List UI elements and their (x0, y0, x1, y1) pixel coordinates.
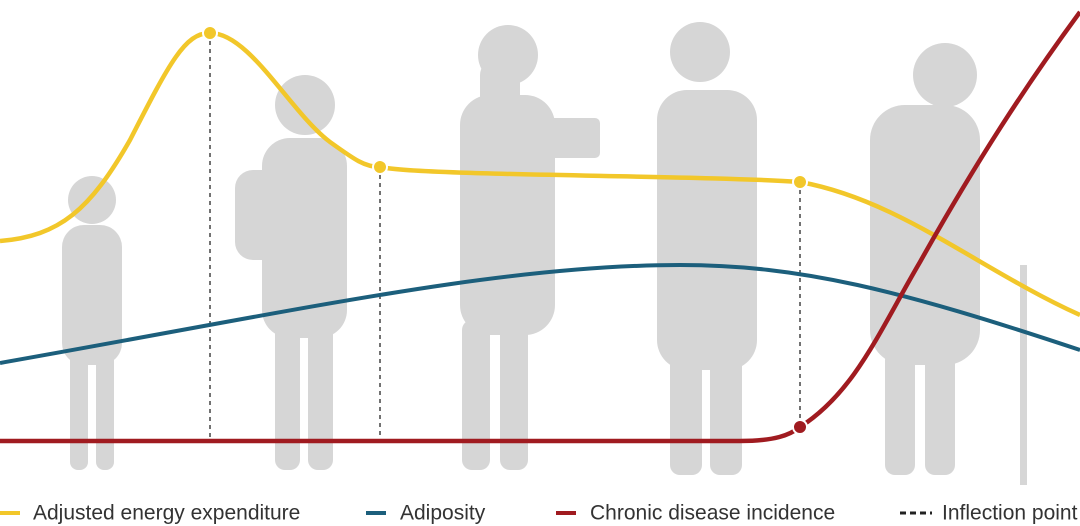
energy-expenditure-curve (0, 30, 1080, 318)
legend-label: Chronic disease incidence (590, 502, 835, 525)
silhouettes (62, 22, 1027, 485)
legend-label: Adjusted energy expenditure (33, 502, 300, 525)
inflection-dot (792, 174, 808, 190)
legend-label: Adiposity (400, 502, 486, 525)
legend-label: Inflection point (942, 502, 1078, 525)
inflection-lines (209, 33, 801, 437)
inflection-dot (792, 419, 808, 435)
legend: Adjusted energy expenditure Adiposity Ch… (0, 502, 1078, 525)
adiposity-curve (0, 262, 1080, 365)
inflection-dot (202, 25, 218, 41)
disease-incidence-curve (0, 10, 1080, 444)
inflection-dot (372, 159, 388, 175)
